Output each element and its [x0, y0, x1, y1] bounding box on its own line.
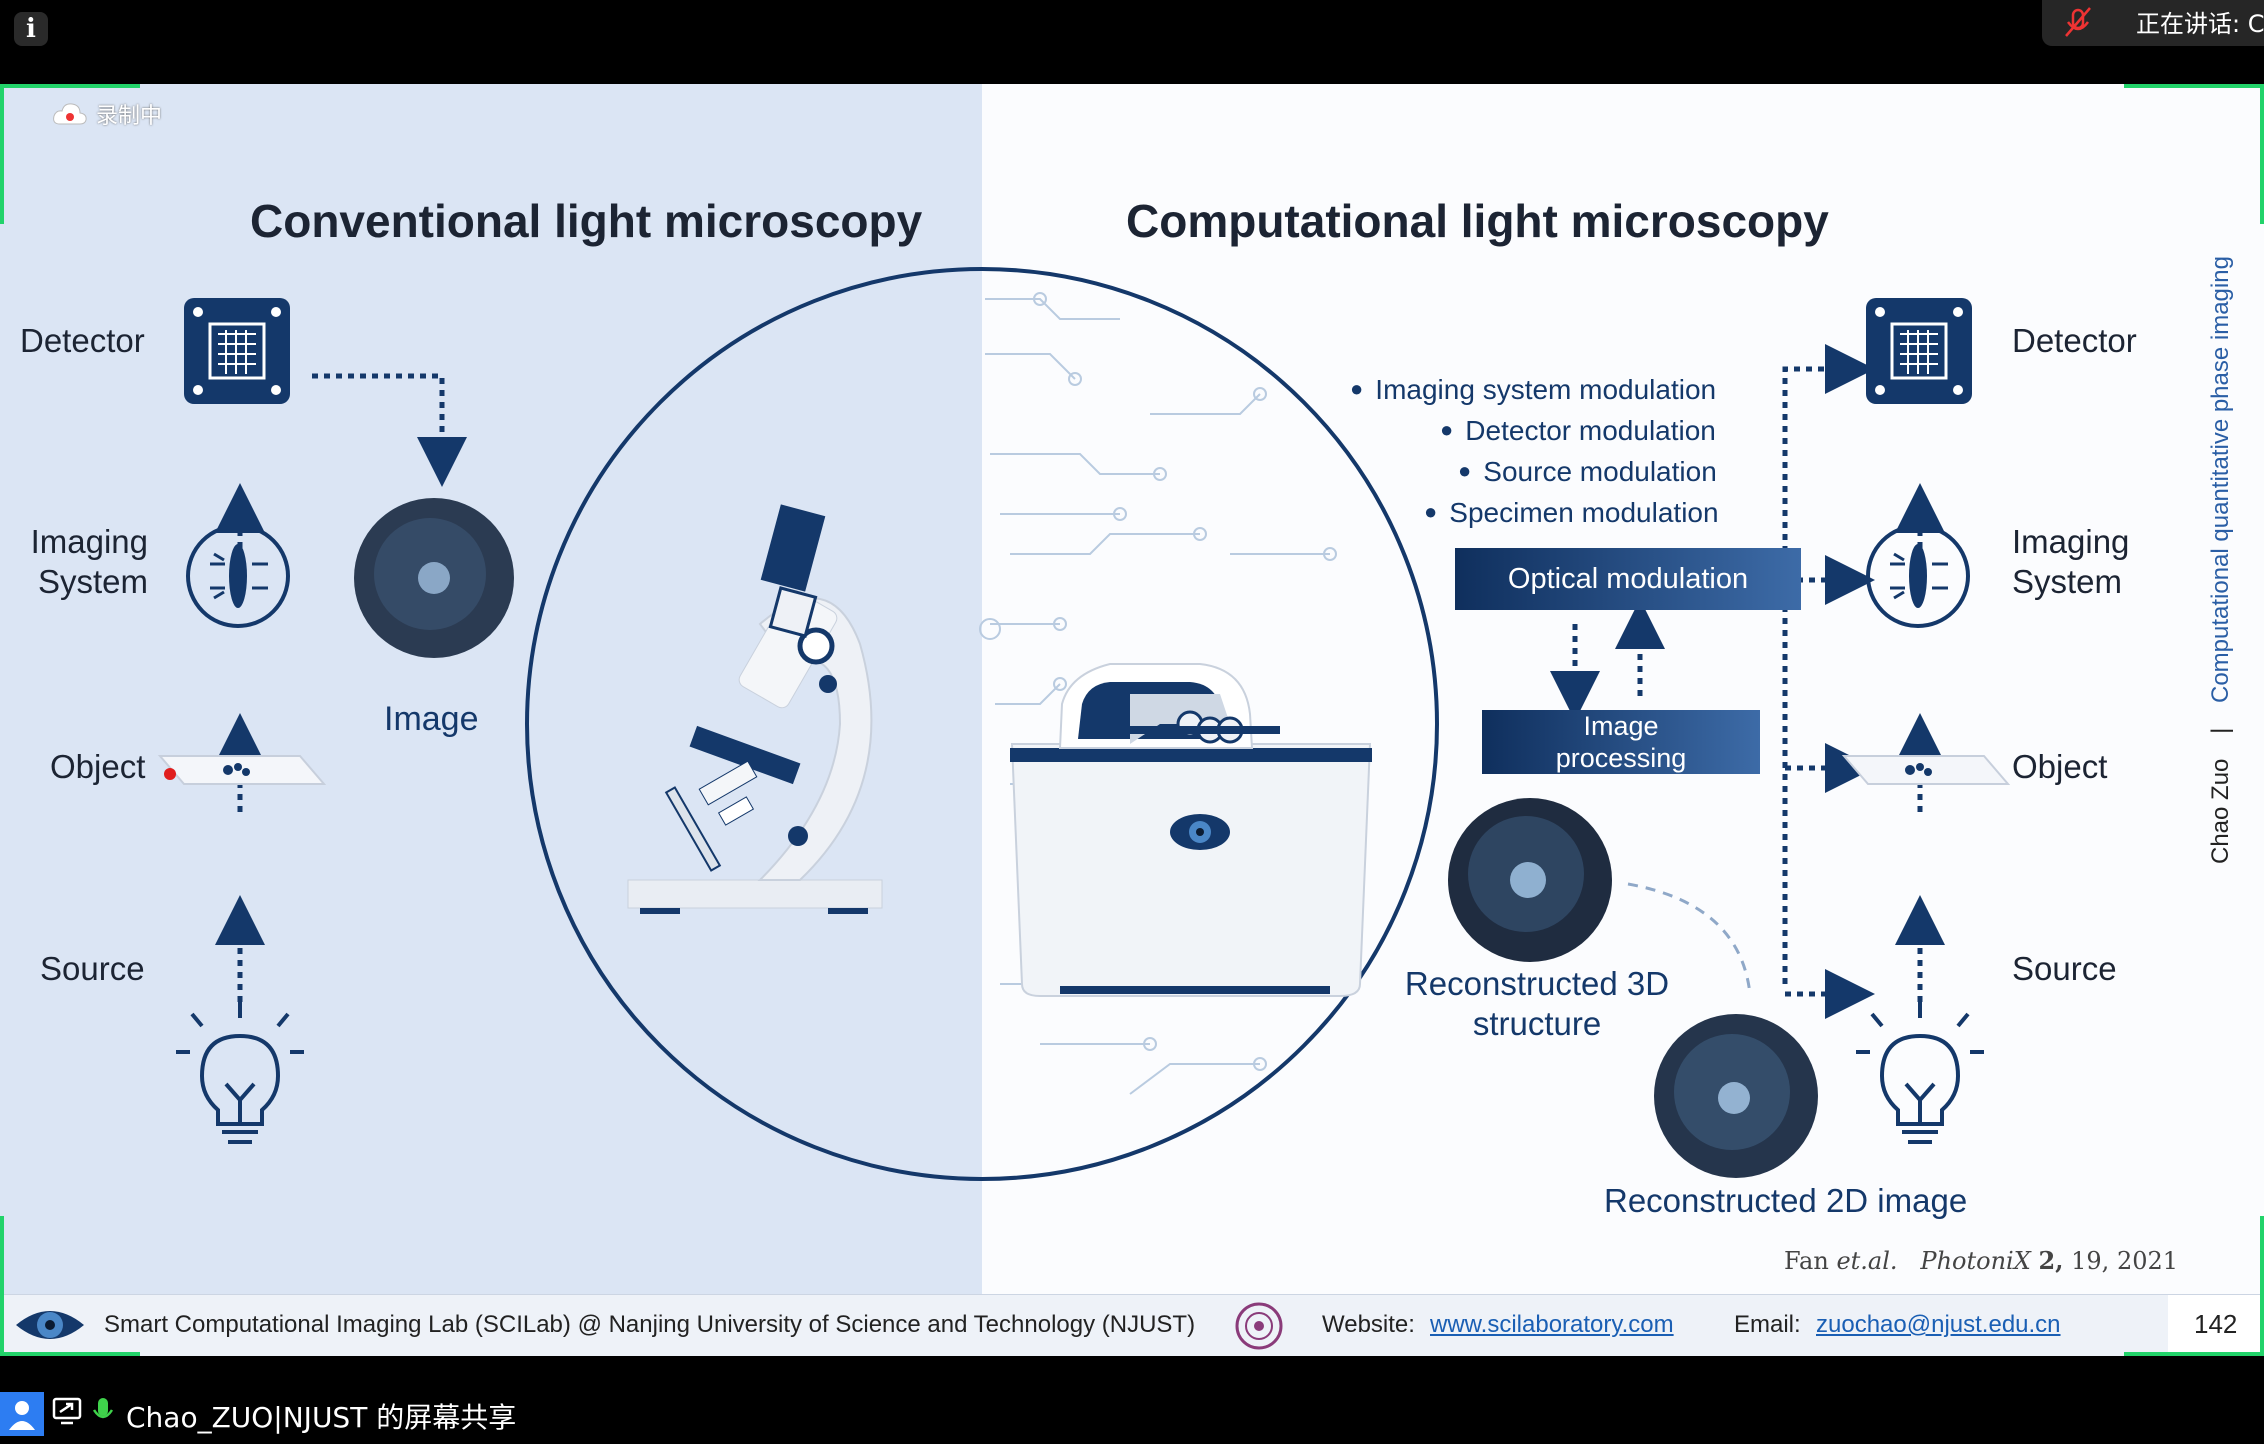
microscope-illustration: [627, 504, 883, 914]
image-label: Image: [384, 700, 479, 738]
right-title: Computational light microscopy: [1126, 195, 1829, 247]
lens-icon: [1866, 524, 1970, 628]
email-label: Email:: [1734, 1311, 1801, 1338]
speaking-label: 正在讲话: C: [2136, 10, 2264, 38]
right-detector-label: Detector: [2012, 322, 2137, 359]
detector-icon: [184, 298, 290, 404]
bullet-specimen-modulation: Specimen modulation: [1424, 497, 1718, 529]
detector-icon: [1866, 298, 1972, 404]
share-frame-corner: [0, 1216, 4, 1356]
reconstructed-3d-cell: [1448, 798, 1612, 962]
bullet-imaging-system-modulation: Imaging system modulation: [1350, 374, 1716, 406]
screen-share-icon: [52, 1397, 82, 1425]
svg-text:Chao Zuo | Com: Chao Zuo | Computational quantitative ph…: [2207, 256, 2234, 864]
speaking-indicator: 正在讲话: C: [2042, 0, 2264, 46]
muted-mic-icon: [2065, 7, 2091, 37]
right-object-label: Object: [2012, 748, 2108, 785]
light-bulb-icon: [1856, 1000, 1984, 1144]
email-link[interactable]: zuochao@njust.edu.cn: [1816, 1311, 2061, 1338]
reconstructed-2d-cell: [1654, 1014, 1818, 1178]
recording-indicator[interactable]: 录制中: [52, 98, 162, 130]
side-author: Chao Zuo: [2207, 759, 2234, 864]
specimen-slide-icon: [1841, 755, 2011, 785]
cell-image: [354, 498, 514, 658]
slide-footer: Smart Computational Imaging Lab (SCILab)…: [0, 1294, 2264, 1356]
bullet-source-modulation: Source modulation: [1458, 456, 1716, 488]
lens-circle: [525, 267, 1439, 1181]
citation: Fan et.al. PhotoniX 2, 19, 2021: [1784, 1246, 2179, 1275]
reconstructed-2d-label: Reconstructed 2D image: [1604, 1182, 1968, 1219]
right-imaging-system-label: Imaging System: [2012, 523, 2130, 600]
share-frame-corner: [2124, 84, 2264, 88]
slide: 录制中 Conventional light microscopy Comput…: [0, 84, 2264, 1356]
side-topic: Computational quantitative phase imaging: [2207, 256, 2234, 703]
reconstructed-3d-label: Reconstructed 3D structure: [1404, 965, 1670, 1042]
share-frame-corner: [2260, 84, 2264, 224]
recon-connector: [1627, 882, 1752, 995]
share-frame-corner: [0, 1352, 140, 1356]
left-imaging-system-label: Imaging System: [30, 523, 148, 600]
zoom-top-bar: [0, 0, 2264, 84]
scilab-eye-logo: [16, 1311, 84, 1339]
website-link[interactable]: www.scilaboratory.com: [1430, 1311, 1674, 1338]
left-source-label: Source: [40, 950, 145, 987]
right-source-label: Source: [2012, 950, 2117, 987]
specimen-slide-icon: [157, 755, 327, 785]
light-bulb-icon: [176, 1000, 304, 1144]
share-label: Chao_ZUO|NJUST 的屏幕共享: [126, 1401, 517, 1434]
website-label: Website:: [1322, 1311, 1415, 1338]
participant-avatar[interactable]: [0, 1392, 44, 1436]
zoom-bottom-bar: Chao_ZUO|NJUST 的屏幕共享: [0, 1356, 2264, 1444]
share-frame-corner: [0, 84, 140, 88]
cloud-record-icon: [53, 103, 87, 125]
left-object-label: Object: [50, 748, 146, 785]
vertical-side-text: Chao Zuo | Computational quantitative ph…: [2207, 256, 2234, 864]
share-frame-corner: [2124, 1352, 2264, 1356]
left-panel-background: [0, 84, 982, 1294]
slide-graphics: [157, 267, 2011, 1181]
share-frame-corner: [2260, 1216, 2264, 1356]
page-number-box: [2168, 1295, 2264, 1356]
page-number: 142: [2194, 1309, 2238, 1339]
bullet-detector-modulation: Detector modulation: [1440, 415, 1716, 447]
mic-icon: [92, 1398, 114, 1419]
info-icon[interactable]: i: [14, 12, 48, 46]
person-icon: [9, 1401, 35, 1430]
lab-name: Smart Computational Imaging Lab (SCILab)…: [104, 1311, 1196, 1338]
image-processing-box: Image processing: [1482, 710, 1760, 774]
left-detector-label: Detector: [20, 322, 145, 359]
left-title: Conventional light microscopy: [250, 195, 923, 247]
optical-modulation-box: Optical modulation: [1455, 548, 1801, 610]
recording-label: 录制中: [96, 104, 163, 129]
njust-seal-logo: [1235, 1302, 1283, 1350]
lens-icon: [186, 524, 290, 628]
share-frame-corner: [0, 84, 4, 224]
left-flow-arrows: [215, 373, 467, 1002]
computational-microscope-illustration: [1010, 663, 1372, 997]
